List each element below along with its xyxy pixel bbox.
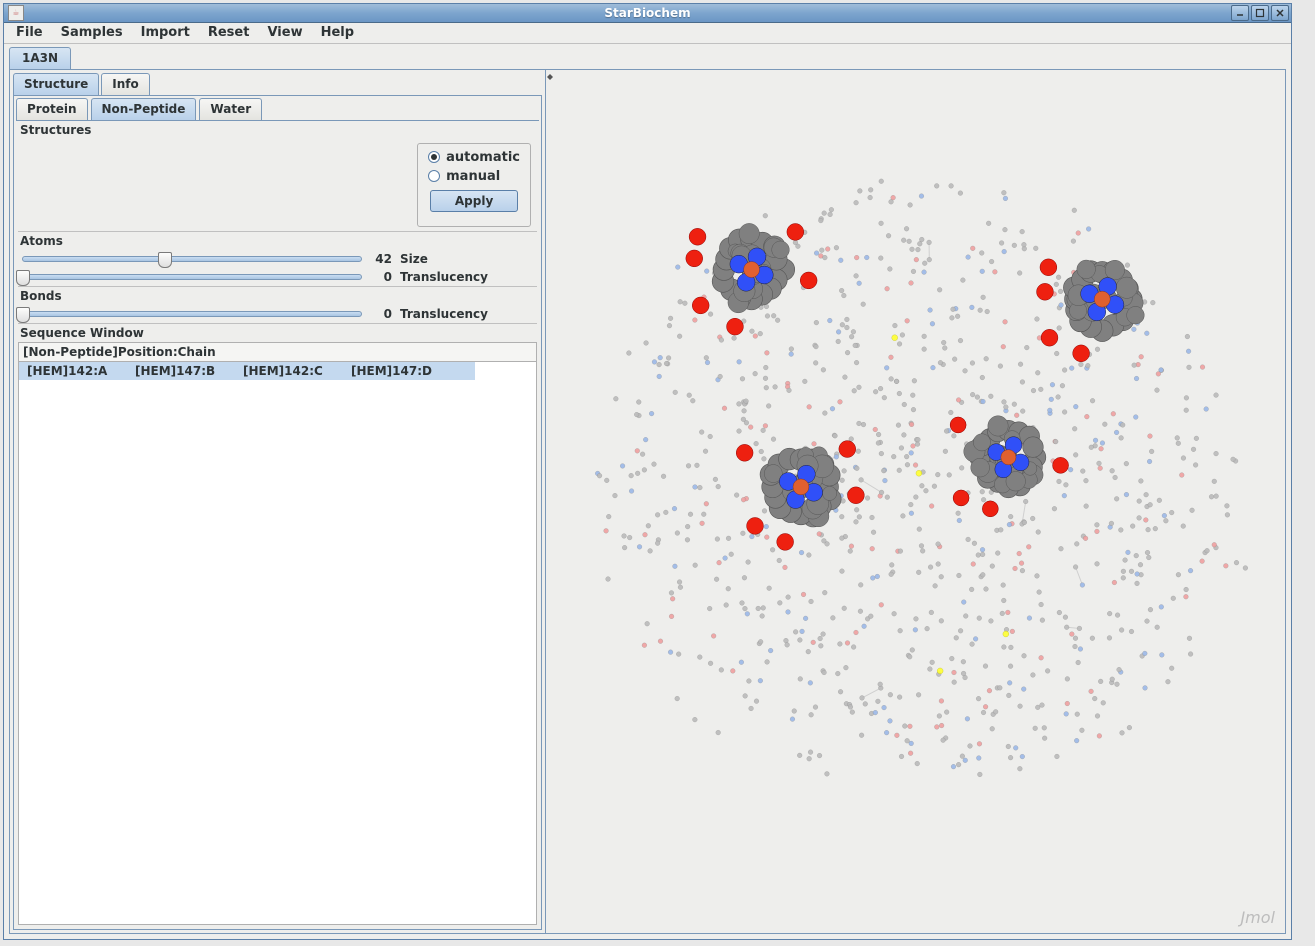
atom-size-label: Size xyxy=(400,252,428,266)
molecule-viewer[interactable]: Jmol xyxy=(554,70,1285,933)
doc-tab-1a3n[interactable]: 1A3N xyxy=(9,47,71,69)
sub-tabs: Protein Non-Peptide Water xyxy=(16,98,539,120)
splitter-grip-icon xyxy=(547,74,553,80)
apply-button[interactable]: Apply xyxy=(430,190,518,212)
java-icon: ☕ xyxy=(8,5,24,21)
app-window: ☕ StarBiochem File Samples Import Reset … xyxy=(3,3,1292,940)
atoms-label: Atoms xyxy=(16,232,539,250)
radio-manual[interactable]: manual xyxy=(428,169,500,184)
radio-automatic-label: automatic xyxy=(446,150,520,165)
main-panel: Structure Info Protein Non-Peptide Water… xyxy=(9,69,1286,934)
radio-automatic[interactable]: automatic xyxy=(428,150,520,165)
tab-protein[interactable]: Protein xyxy=(16,98,88,120)
atom-size-slider-row: 42 Size xyxy=(16,250,539,268)
bonds-label: Bonds xyxy=(16,287,539,305)
close-button[interactable] xyxy=(1271,5,1289,21)
atom-size-value: 42 xyxy=(370,252,392,266)
menu-view[interactable]: View xyxy=(259,23,310,42)
bond-trans-slider[interactable] xyxy=(22,311,362,317)
content-area: 1A3N Structure Info Protein Non-Peptide … xyxy=(4,44,1291,939)
menu-help[interactable]: Help xyxy=(313,23,362,42)
sequence-body[interactable]: [HEM]142:A [HEM]147:B [HEM]142:C [HEM]14… xyxy=(18,362,537,925)
menu-reset[interactable]: Reset xyxy=(200,23,258,42)
sequence-cell[interactable]: [HEM]142:A xyxy=(19,362,127,380)
molecule-canvas[interactable] xyxy=(554,70,1285,933)
sequence-header: [Non-Peptide]Position:Chain xyxy=(18,342,537,362)
radio-manual-label: manual xyxy=(446,169,500,184)
tab-info[interactable]: Info xyxy=(101,73,149,95)
maximize-button[interactable] xyxy=(1251,5,1269,21)
sequence-row[interactable]: [HEM]142:A [HEM]147:B [HEM]142:C [HEM]14… xyxy=(19,362,536,380)
atom-trans-slider[interactable] xyxy=(22,274,362,280)
tab-non-peptide[interactable]: Non-Peptide xyxy=(91,98,197,120)
atom-trans-slider-row: 0 Translucency xyxy=(16,268,539,286)
left-pane: Structure Info Protein Non-Peptide Water… xyxy=(10,70,546,933)
sequence-cell-pad xyxy=(451,362,475,380)
sequence-cell[interactable]: [HEM]147:B xyxy=(127,362,235,380)
menu-import[interactable]: Import xyxy=(133,23,198,42)
bond-trans-value: 0 xyxy=(370,307,392,321)
menu-samples[interactable]: Samples xyxy=(53,23,131,42)
sequence-cell[interactable]: [HEM]147:D xyxy=(343,362,451,380)
titlebar: ☕ StarBiochem xyxy=(4,4,1291,23)
bond-trans-label: Translucency xyxy=(400,307,488,321)
bond-trans-slider-row: 0 Translucency xyxy=(16,305,539,323)
structure-panel: Protein Non-Peptide Water Structures aut… xyxy=(13,95,542,930)
sequence-window-label: Sequence Window xyxy=(16,324,539,342)
atom-trans-value: 0 xyxy=(370,270,392,284)
document-tabs: 1A3N xyxy=(9,47,1286,69)
non-peptide-panel: Structures automatic manual xyxy=(16,120,539,927)
atom-size-slider[interactable] xyxy=(22,256,362,262)
sequence-cell[interactable]: [HEM]142:C xyxy=(235,362,343,380)
window-title: StarBiochem xyxy=(604,6,690,20)
structures-box: automatic manual Apply xyxy=(16,139,539,231)
radio-icon xyxy=(428,170,440,182)
jmol-watermark: Jmol xyxy=(1240,908,1275,927)
splitter[interactable] xyxy=(546,70,554,933)
menu-file[interactable]: File xyxy=(8,23,51,42)
menubar: File Samples Import Reset View Help xyxy=(4,23,1291,44)
radio-icon xyxy=(428,151,440,163)
window-controls xyxy=(1231,5,1289,21)
structures-mode-panel: automatic manual Apply xyxy=(417,143,531,227)
tab-water[interactable]: Water xyxy=(199,98,262,120)
tab-structure[interactable]: Structure xyxy=(13,73,99,95)
minimize-button[interactable] xyxy=(1231,5,1249,21)
structures-label: Structures xyxy=(16,121,539,139)
inner-tabs: Structure Info xyxy=(13,73,542,95)
atom-trans-label: Translucency xyxy=(400,270,488,284)
